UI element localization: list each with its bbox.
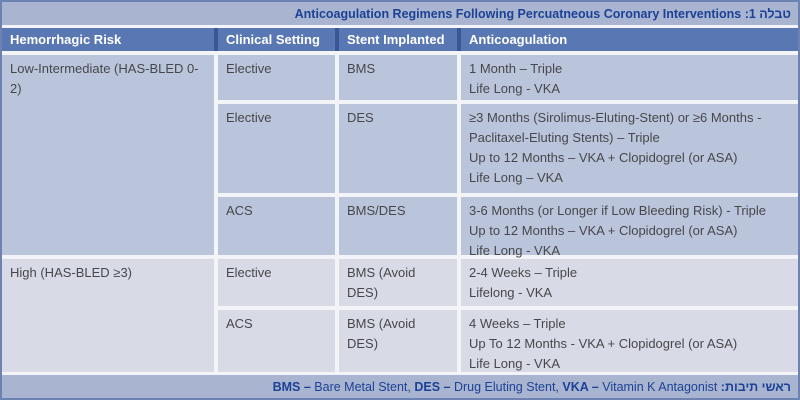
- clinical-setting-cell: Elective: [218, 259, 335, 306]
- regimen-line: Life Long - VKA: [469, 356, 561, 371]
- regimen-line: Life Long - VKA: [469, 243, 561, 258]
- risk-cell-high: High (HAS-BLED ≥3): [2, 259, 214, 372]
- stent-cell: BMS/DES: [339, 197, 457, 255]
- table-title: Anticoagulation Regimens Following Percu…: [2, 2, 798, 28]
- anticoagulation-cell: ≥3 Months (Sirolimus-Eluting-Stent) or ≥…: [461, 104, 798, 193]
- clinical-setting-cell: ACS: [218, 197, 335, 255]
- column-header-hemorrhagic-risk: Hemorrhagic Risk: [2, 28, 214, 51]
- column-header-clinical-setting: Clinical Setting: [218, 28, 335, 51]
- risk-cell-low-intermediate: Low-Intermediate (HAS-BLED 0-2): [2, 55, 214, 255]
- footnote-hebrew-label: :ראשי תיבות: [717, 379, 791, 394]
- stent-cell: BMS (Avoid DES): [339, 310, 457, 372]
- regimen-line: Life Long – VKA: [469, 170, 563, 185]
- regimen-line: Up to 12 Months – VKA + Clopidogrel (or …: [469, 150, 738, 165]
- stent-cell: DES: [339, 104, 457, 193]
- column-header-stent-implanted: Stent Implanted: [339, 28, 457, 51]
- clinical-setting-cell: ACS: [218, 310, 335, 372]
- footnote-abbrev-bms: BMS –: [272, 379, 315, 394]
- stent-cell: BMS (Avoid DES): [339, 259, 457, 306]
- footnote-expansion-des: Drug Eluting Stent,: [453, 379, 563, 394]
- footnote-abbrev-des: DES –: [414, 379, 454, 394]
- regimen-line: Up To 12 Months - VKA + Clopidogrel (or …: [469, 336, 738, 351]
- clinical-setting-cell: Elective: [218, 55, 335, 100]
- anticoagulation-cell: 1 Month – Triple Life Long - VKA: [461, 55, 798, 100]
- footnote-expansion-vka: Vitamin K Antagonist: [602, 379, 718, 394]
- regimen-line: 3-6 Months (or Longer if Low Bleeding Ri…: [469, 203, 766, 218]
- clinical-setting-cell: Elective: [218, 104, 335, 193]
- anticoagulation-cell: 4 Weeks – Triple Up To 12 Months - VKA +…: [461, 310, 798, 372]
- regimen-line: ≥3 Months (Sirolimus-Eluting-Stent) or ≥…: [469, 110, 762, 145]
- regimen-line: Life Long - VKA: [469, 81, 561, 96]
- anticoagulation-cell: 3-6 Months (or Longer if Low Bleeding Ri…: [461, 197, 798, 258]
- table-grid: Hemorrhagic Risk Clinical Setting Stent …: [2, 28, 798, 372]
- column-header-anticoagulation: Anticoagulation: [461, 28, 798, 51]
- regimen-line: Up to 12 Months – VKA + Clopidogrel (or …: [469, 223, 738, 238]
- table-footnote: BMS – Bare Metal Stent, DES – Drug Eluti…: [2, 373, 798, 398]
- regimen-line: 1 Month – Triple: [469, 61, 563, 76]
- footnote-expansion-bms: Bare Metal Stent,: [314, 379, 415, 394]
- footnote-abbrev-vka: VKA –: [562, 379, 603, 394]
- regimen-line: Lifelong - VKA: [469, 285, 553, 300]
- anticoagulation-cell: 2-4 Weeks – Triple Lifelong - VKA: [461, 259, 798, 306]
- regimen-line: 2-4 Weeks – Triple: [469, 265, 578, 280]
- regimen-line: 4 Weeks – Triple: [469, 316, 566, 331]
- stent-cell: BMS: [339, 55, 457, 100]
